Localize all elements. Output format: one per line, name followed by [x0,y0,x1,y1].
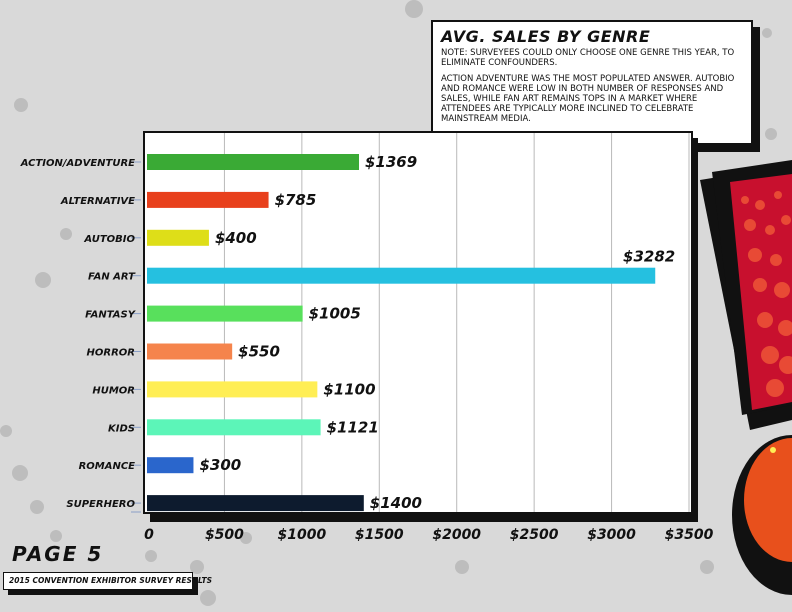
category-label: Superhero [66,499,135,510]
x-tick-label: $3500 [665,527,714,543]
footer-caption: 2015 CONVENTION EXHIBITOR SURVEY RESULTS [3,572,212,590]
bar [147,229,209,246]
data-label: $400 [215,229,257,247]
bar [147,343,233,360]
bar [147,381,318,398]
category-label: Fantasy [85,310,137,321]
data-label: $3282 [623,248,675,266]
x-tick-label: $500 [205,527,244,543]
note-commentary: ACTION ADVENTURE WAS THE MOST POPULATED … [441,74,735,124]
category-label: Kids [108,423,135,434]
background-dot [60,228,72,240]
note-box: AVG. SALES BY GENRE NOTE: SURVEYEES COUL… [431,20,753,145]
background-dot [35,272,51,288]
category-label: Romance [79,461,136,472]
background-dot [190,560,204,574]
category-label: Fan Art [88,272,136,283]
bar [147,305,303,322]
x-tick-label: $1500 [355,527,404,543]
bar [147,457,194,474]
data-label: $1100 [323,380,375,398]
exclamation-mark-decoration [700,160,792,595]
data-label: $300 [199,456,241,474]
data-label: $1400 [370,494,422,512]
background-dot [145,550,157,562]
background-dot [405,0,423,18]
category-label: Action/Adventure [20,158,135,169]
background-dot [240,532,252,544]
data-label: $550 [238,343,280,361]
data-label: $785 [275,191,317,209]
x-tick-label: $2500 [510,527,559,543]
background-dot [200,590,216,606]
data-label: $1005 [309,305,361,323]
background-dot [0,425,12,437]
bar [147,191,269,208]
chart-title: AVG. SALES BY GENRE [441,27,651,46]
x-tick-label: $3000 [587,527,636,543]
background-dot [455,560,469,574]
bar [147,267,656,284]
background-dot [700,560,714,574]
bar [147,154,359,170]
background-dot [30,500,44,514]
plot-area: 0 $500 $1000 $1500 $2000 $2500 $3000 $3500 $1369… [20,131,714,543]
x-tick-label: $1000 [277,527,326,543]
bar-chart: 0 $500 $1000 $1500 $2000 $2500 $3000 $3500 $1369… [20,133,714,543]
data-label: $1121 [327,418,379,436]
category-label: Horror [87,348,135,359]
category-label: Humor [92,385,135,396]
category-label: Alternative [60,196,135,207]
category-label: Autobio [83,234,135,245]
background-dot [50,530,62,542]
background-dot [14,98,28,112]
bar [147,495,364,512]
background-dot [12,465,28,481]
x-tick-label: $2000 [432,527,481,543]
bar [147,419,321,436]
x-tick-label: 0 [144,527,154,543]
page-number: PAGE 5 [12,542,104,566]
data-label: $1369 [365,153,417,171]
background-dot [765,128,777,140]
background-dot [762,28,772,38]
note-text: NOTE: SURVEYEES COULD ONLY CHOOSE ONE GE… [441,48,735,68]
